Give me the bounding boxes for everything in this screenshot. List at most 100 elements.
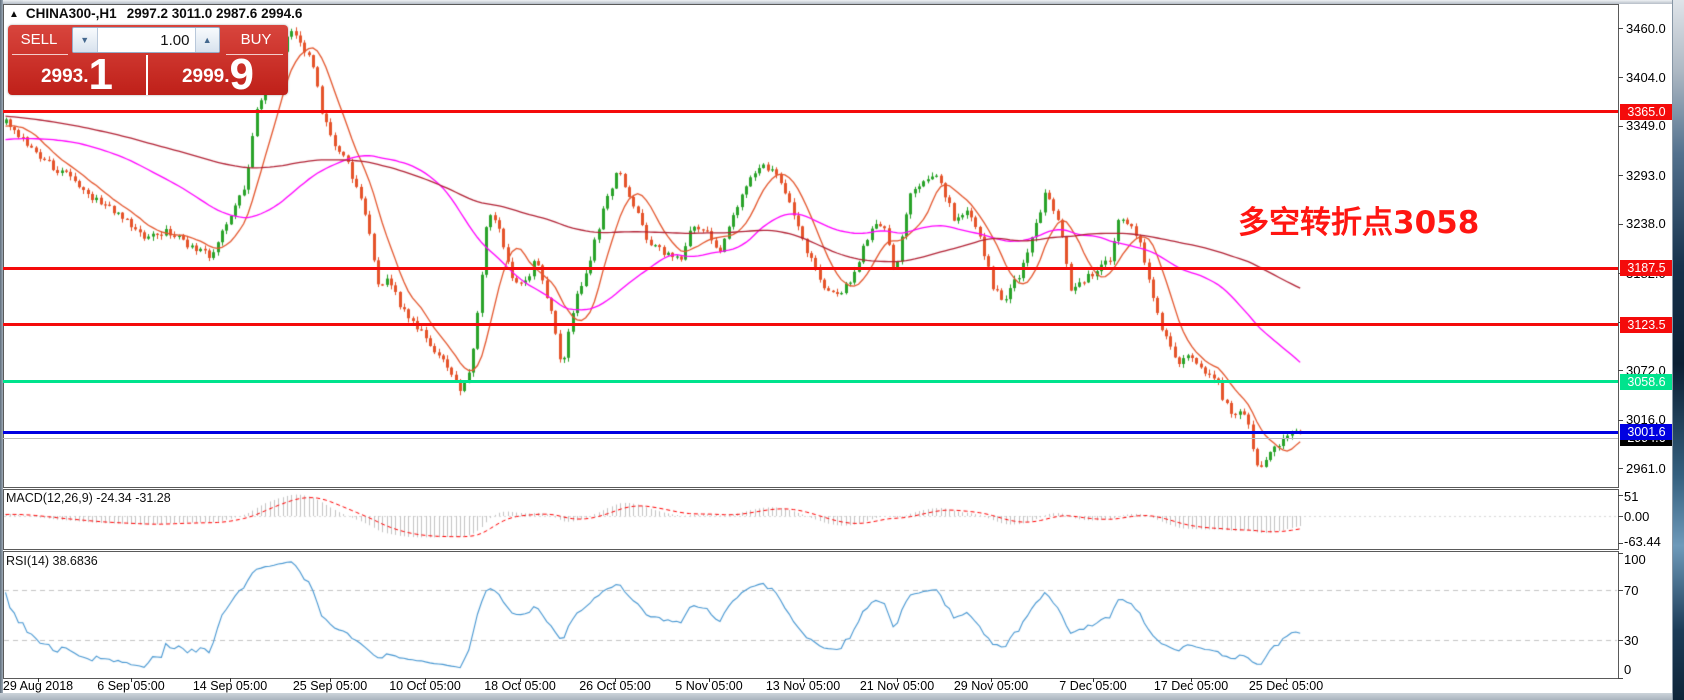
window-border-right <box>1672 0 1684 700</box>
time-tick-label: 10 Oct 05:00 <box>389 679 461 693</box>
price-tick-mark <box>1618 175 1623 177</box>
window-border-bottom <box>0 693 1684 700</box>
time-tick-label: 26 Oct 05:00 <box>579 679 651 693</box>
time-tick-label: 25 Dec 05:00 <box>1248 679 1324 693</box>
volume-decrease-button[interactable]: ▼ <box>73 28 98 52</box>
price-badge-3123.5: 3123.5 <box>1620 316 1673 333</box>
time-tick-label: 17 Dec 05:00 <box>1153 679 1229 693</box>
rsi-panel-frame <box>3 551 1619 679</box>
chart-text-annotation: 多空转折点3058 <box>1238 205 1480 241</box>
price-tick-mark <box>1618 28 1623 29</box>
time-tick-mark <box>1286 678 1287 682</box>
chart-title-bar: ▲ CHINA300-,H1 2997.2 3011.0 2987.6 2994.6 <box>9 6 302 21</box>
price-badge-3187.5: 3187.5 <box>1620 260 1673 277</box>
price-badge-3058.6: 3058.6 <box>1620 373 1673 390</box>
buy-price-button[interactable]: 2999. 9 <box>148 50 288 99</box>
rsi-axis-tick <box>1618 552 1623 554</box>
buy-price-main: 2999 <box>181 66 225 87</box>
time-tick-mark <box>1093 678 1094 682</box>
symbol-timeframe-label: CHINA300-,H1 <box>25 6 117 21</box>
time-tick-mark <box>803 678 804 682</box>
time-tick-mark <box>615 678 616 682</box>
price-tick-label: 3293.0 <box>1626 167 1666 183</box>
sell-underline <box>12 54 68 55</box>
rsi-indicator-label: RSI(14) 38.6836 <box>6 554 98 568</box>
rsi-axis-label: 0 <box>1624 662 1632 677</box>
time-tick-mark <box>897 678 898 682</box>
price-tick-label: 2961.0 <box>1626 460 1666 476</box>
price-tick-label: 3072.0 <box>1626 362 1666 378</box>
chevron-up-icon: ▲ <box>202 35 212 45</box>
price-tick-label: 3016.0 <box>1626 412 1666 427</box>
price-tick-label: 3404.0 <box>1626 69 1666 85</box>
price-tick-mark <box>1618 125 1623 127</box>
ohlc-values: 2997.2 3011.0 2987.6 2994.6 <box>126 6 303 21</box>
price-tick-mark <box>1618 468 1623 469</box>
time-tick-label: 18 Oct 05:00 <box>484 679 556 693</box>
buy-underline <box>226 54 283 55</box>
sell-price-button[interactable]: 2993. 1 <box>8 50 146 99</box>
time-tick-label: 7 Dec 05:00 <box>1059 679 1127 693</box>
time-tick-label: 25 Sep 05:00 <box>292 679 368 693</box>
rsi-axis-label: 70 <box>1624 583 1639 598</box>
macd-panel-frame <box>3 489 1619 550</box>
price-tick-mark <box>1618 370 1623 372</box>
price-tick-mark <box>1618 419 1623 421</box>
time-tick-label: 14 Sep 05:00 <box>192 679 268 693</box>
price-tick-mark <box>1618 77 1623 79</box>
volume-input[interactable] <box>97 28 195 52</box>
rsi-axis-label: 30 <box>1624 633 1639 648</box>
level-line-3001.6 <box>3 430 1618 434</box>
time-tick-mark <box>330 678 331 682</box>
macd-indicator-label: MACD(12,26,9) -24.34 -31.28 <box>6 491 171 505</box>
macd-axis-tick <box>1618 542 1623 544</box>
macd-axis-tick <box>1618 494 1623 496</box>
time-tick-mark <box>230 678 231 682</box>
time-tick-mark <box>425 678 426 682</box>
volume-increase-button[interactable]: ▲ <box>194 28 219 52</box>
level-line-3365.0 <box>3 110 1618 114</box>
level-line-3058.6 <box>3 380 1618 384</box>
buy-price-big-digit: 9 <box>229 50 255 99</box>
time-tick-label: 21 Nov 05:00 <box>859 679 935 693</box>
time-tick-mark <box>38 678 39 682</box>
price-divider <box>146 55 148 95</box>
time-tick-mark <box>709 678 710 682</box>
price-badge-3001.6: 3001.6 <box>1620 424 1673 441</box>
level-line-3123.5 <box>3 323 1618 327</box>
price-tick-mark <box>1618 223 1623 225</box>
macd-axis-tick <box>1618 516 1623 517</box>
chevron-down-icon: ▼ <box>80 35 90 45</box>
buy-price-dot: . <box>224 66 230 87</box>
sell-button[interactable]: SELL <box>20 31 58 48</box>
price-tick-label: 3238.0 <box>1626 216 1666 232</box>
sell-price-dot: . <box>83 66 89 87</box>
buy-button[interactable]: BUY <box>240 31 272 48</box>
volume-spinner: ▼ ▲ <box>72 27 220 53</box>
time-tick-mark <box>520 678 521 682</box>
price-tick-label: 3460.0 <box>1626 20 1666 36</box>
window-border-top <box>0 0 1684 4</box>
collapse-panel-icon[interactable]: ▲ <box>9 9 19 20</box>
price-tick-label: 3349.0 <box>1626 118 1666 134</box>
time-tick-label: 29 Aug 2018 <box>2 679 74 693</box>
macd-axis-label: 51 <box>1624 489 1639 504</box>
rsi-axis-tick <box>1618 590 1623 591</box>
time-tick-label: 29 Nov 05:00 <box>953 679 1029 693</box>
time-tick-mark <box>131 678 132 682</box>
rsi-axis-label: 100 <box>1624 552 1646 567</box>
time-tick-label: 5 Nov 05:00 <box>675 679 743 693</box>
price-badge-3365.0: 3365.0 <box>1620 103 1673 120</box>
window-border-left <box>0 0 3 700</box>
sell-price-big-digit: 1 <box>88 50 114 99</box>
macd-axis-label: 0.00 <box>1624 509 1650 524</box>
one-click-trading-panel: SELL ▼ ▲ BUY 2993.1 2999.9 <box>8 25 288 99</box>
time-tick-mark <box>991 678 992 682</box>
sell-price-main: 2993 <box>40 66 84 87</box>
time-tick-label: 13 Nov 05:00 <box>765 679 841 693</box>
time-tick-label: 6 Sep 05:00 <box>97 679 165 693</box>
main-chart-frame <box>3 4 1619 488</box>
macd-axis-label: -63.44 <box>1624 534 1661 549</box>
level-line-2994.6 <box>3 437 1618 439</box>
